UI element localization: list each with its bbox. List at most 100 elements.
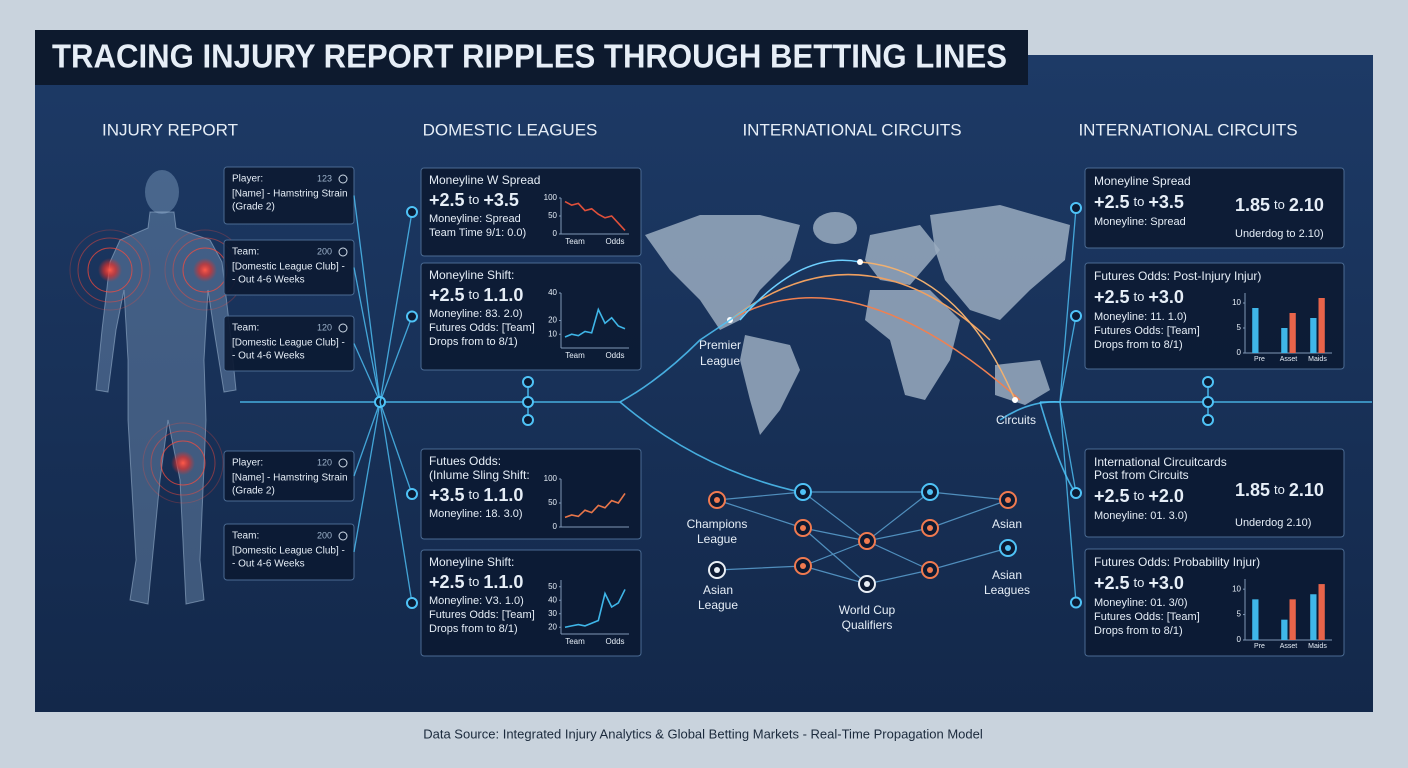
connector <box>379 316 413 403</box>
card-title: Moneyline W Spread <box>429 173 540 187</box>
y-tick-label: 20 <box>548 622 557 631</box>
title: TRACING INJURY REPORT RIPPLES THROUGH BE… <box>52 38 1007 75</box>
y-tick-label: 40 <box>548 288 557 297</box>
network-node-core <box>864 538 870 544</box>
network-node-core <box>927 525 933 531</box>
node <box>406 310 418 323</box>
odds-part: +2.5 <box>429 285 465 305</box>
icon <box>338 531 348 541</box>
card-title: International Circuitcards <box>1094 455 1227 469</box>
card-label: Team: <box>232 323 259 334</box>
x-label: Odds <box>605 637 624 646</box>
card-line: Moneyline: 11. 1.0) <box>1094 311 1187 323</box>
card-line: Futures Odds: [Team] <box>429 322 535 334</box>
connector <box>353 401 381 477</box>
network-label: League <box>698 598 738 612</box>
node <box>522 396 534 408</box>
x-label: Asset <box>1280 643 1298 650</box>
card-line: Futures Odds: [Team] <box>429 609 535 621</box>
card-line: - Out 4-6 Weeks <box>232 351 305 362</box>
bar <box>1281 619 1288 640</box>
odds: +2.5 to +3.0 <box>1094 287 1184 307</box>
odds-part: to <box>1274 197 1285 212</box>
card-label: Team: <box>232 531 259 542</box>
card-code: 200 <box>317 246 332 256</box>
odds: +2.5 to +3.5 <box>1094 192 1184 212</box>
x-label: Team <box>565 637 585 646</box>
card-line: Futures Odds: [Team] <box>1094 611 1200 623</box>
card-title: Futures Odds: Post-Injury Injur) <box>1094 269 1261 283</box>
connector <box>353 195 381 403</box>
odds-part: +2.5 <box>1094 192 1130 212</box>
odds-part: 1.1.0 <box>483 285 523 305</box>
x-label: Maids <box>1308 643 1327 650</box>
odds: 1.85 to 2.10 <box>1235 195 1324 215</box>
odds-part: 1.85 <box>1235 195 1270 215</box>
odds-part: to <box>469 574 480 589</box>
icon <box>338 247 348 257</box>
card <box>1084 548 1345 657</box>
y-tick-label: 0 <box>553 522 558 531</box>
odds-part: 2.10 <box>1289 195 1324 215</box>
node <box>1202 376 1214 388</box>
odds-part: to <box>1134 575 1145 590</box>
card-line: Underdog to 2.10) <box>1235 228 1324 240</box>
card-code: 200 <box>317 530 332 540</box>
bar <box>1318 298 1325 353</box>
card-line: Moneyline: 18. 3.0) <box>429 508 523 520</box>
network-label: Champions <box>687 517 748 531</box>
card-line: Moneyline: 01. 3.0) <box>1094 510 1188 522</box>
card <box>1084 262 1345 370</box>
column-header: INTERNATIONAL CIRCUITS <box>742 120 961 139</box>
bar <box>1318 584 1325 640</box>
column-header: INTERNATIONAL CIRCUITS <box>1078 120 1297 139</box>
x-label: Pre <box>1254 643 1265 650</box>
card-title: Moneyline Spread <box>1094 174 1191 188</box>
odds-part: to <box>1134 488 1145 503</box>
odds-part: +3.5 <box>483 190 519 210</box>
y-tick-label: 50 <box>548 582 557 591</box>
card-title: Moneyline Shift: <box>429 555 514 569</box>
column-header: INJURY REPORT <box>102 120 238 139</box>
odds-part: +3.5 <box>1148 192 1184 212</box>
card-title: Post from Circuits <box>1094 468 1189 482</box>
y-tick-label: 10 <box>548 329 557 338</box>
network-node-core <box>800 563 806 569</box>
y-tick-label: 5 <box>1237 323 1242 332</box>
odds-part: 2.10 <box>1289 480 1324 500</box>
connector <box>1059 315 1077 403</box>
node <box>522 376 534 388</box>
odds-part: +2.5 <box>1094 486 1130 506</box>
odds-part: to <box>469 192 480 207</box>
card-line: [Domestic League Club] - <box>232 338 345 349</box>
icon <box>338 323 348 333</box>
card-label: Team: <box>232 247 259 258</box>
y-tick-label: 0 <box>1237 635 1242 644</box>
connector <box>379 401 413 604</box>
odds-part: to <box>1274 482 1285 497</box>
card-line: (Grade 2) <box>232 202 275 213</box>
odds: +2.5 to +3.5 <box>429 190 519 210</box>
card-line: Drops from to 8/1) <box>1094 625 1183 637</box>
card <box>420 448 642 540</box>
y-tick-label: 50 <box>548 211 557 220</box>
odds-part: 1.1.0 <box>483 572 523 592</box>
card-line: Moneyline: 83. 2.0) <box>429 308 523 320</box>
bar <box>1281 328 1288 353</box>
x-label: Odds <box>605 237 624 246</box>
network-node-core <box>927 489 933 495</box>
card-line: Underdog 2.10) <box>1235 517 1311 529</box>
card-line: Drops from to 8/1) <box>429 336 518 348</box>
sparkline <box>564 307 626 338</box>
node <box>1070 310 1082 322</box>
card-line: - Out 4-6 Weeks <box>232 559 305 570</box>
y-tick-label: 100 <box>544 474 558 483</box>
network-node-core <box>800 489 806 495</box>
card-line: [Domestic League Club] - <box>232 546 345 557</box>
odds-part: to <box>469 487 480 502</box>
bar <box>1289 599 1296 640</box>
injury-pulses <box>69 229 246 504</box>
y-tick-label: 40 <box>548 595 557 604</box>
x-label: Team <box>565 351 585 360</box>
